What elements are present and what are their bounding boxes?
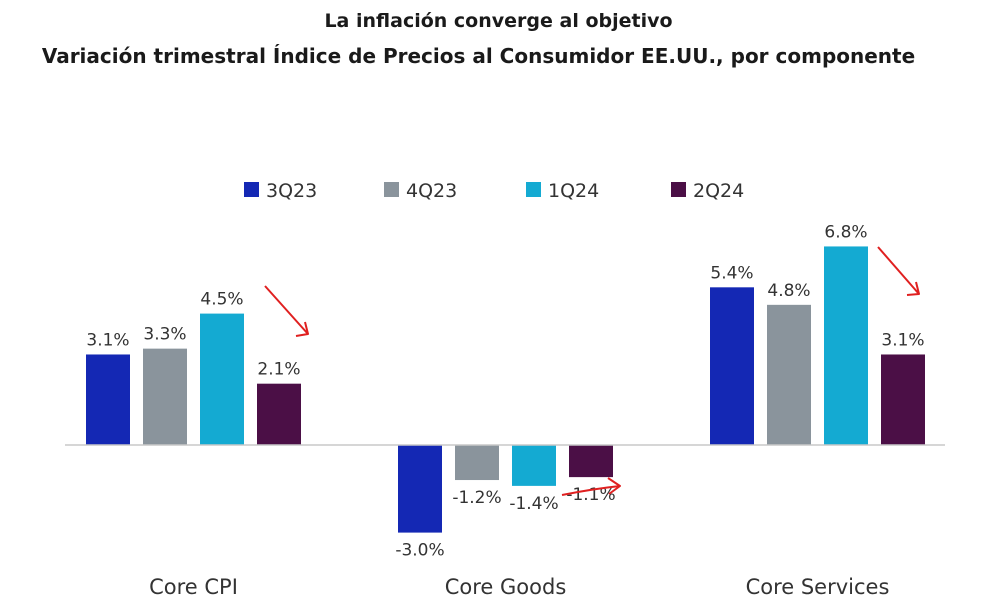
chart-category-labels: Core CPI Core Goods Core Services: [149, 575, 889, 599]
bar-3q23-core-cpi: [86, 354, 130, 445]
category-label: Core CPI: [149, 575, 238, 599]
data-label: 4.8%: [767, 281, 810, 301]
data-label: -1.4%: [509, 494, 558, 514]
trend-arrow: [877, 246, 920, 296]
legend-swatch: [526, 182, 541, 197]
bar-1q24-core-cpi: [200, 313, 244, 445]
bar-3q23-core-services: [710, 287, 754, 445]
legend-swatch: [244, 182, 259, 197]
chart-bars: [86, 246, 925, 533]
trend-arrow: [561, 477, 621, 496]
data-label: 5.4%: [710, 263, 753, 283]
data-label: 3.1%: [86, 330, 129, 350]
data-label: 3.1%: [881, 330, 924, 350]
bar-2q24-core-services: [881, 354, 925, 445]
chart-data-labels: 3.1% -3.0% 5.4% 3.3% -1.2% 4.8% 4.5% -1.4% 6.8% 2…: [86, 222, 924, 560]
legend-entry: 3Q23: [266, 180, 317, 202]
data-label: 2.1%: [257, 360, 300, 380]
chart-title: La inflación converge al objetivo: [324, 10, 673, 32]
bar-2q24-core-cpi: [257, 383, 301, 445]
bar-1q24-core-services: [824, 246, 868, 445]
legend-swatch: [384, 182, 399, 197]
legend-entry: 1Q24: [548, 180, 599, 202]
legend-entry: 2Q24: [693, 180, 744, 202]
data-label: -3.0%: [395, 541, 444, 561]
bar-2q24-core-goods: [569, 445, 613, 478]
data-label: 3.3%: [143, 325, 186, 345]
data-label: 6.8%: [824, 222, 867, 242]
chart-annotations: [264, 246, 920, 496]
data-label: -1.2%: [452, 488, 501, 508]
legend-entry: 4Q23: [406, 180, 457, 202]
category-label: Core Goods: [445, 575, 567, 599]
legend-swatch: [671, 182, 686, 197]
bar-4q23-core-goods: [455, 445, 499, 481]
data-label: 4.5%: [200, 290, 243, 310]
bar-4q23-core-cpi: [143, 348, 187, 445]
trend-arrow: [264, 285, 309, 337]
chart-subtitle: Variación trimestral Índice de Precios a…: [41, 44, 916, 68]
bar-3q23-core-goods: [398, 445, 442, 533]
category-label: Core Services: [746, 575, 890, 599]
bar-1q24-core-goods: [512, 445, 556, 486]
chart-legend: 3Q23 4Q23 1Q24 2Q24: [244, 180, 744, 202]
bar-4q23-core-services: [767, 304, 811, 445]
data-label: -1.1%: [566, 485, 615, 505]
